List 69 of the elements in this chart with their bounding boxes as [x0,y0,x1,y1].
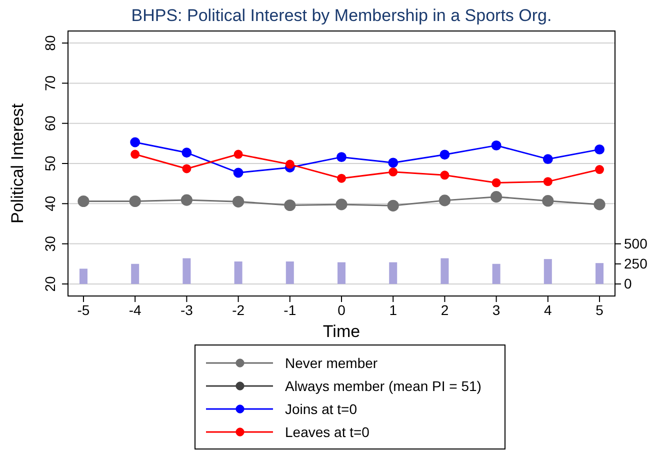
point [180,194,192,206]
x-tick-label: 4 [544,302,552,318]
point [388,158,398,168]
point [337,174,346,183]
point [440,150,450,160]
legend-label: Joins at t=0 [285,401,358,417]
legend-label: Never member [285,355,378,371]
point [234,150,243,159]
x-tick-label: -1 [284,302,296,318]
point [542,154,553,164]
y-tick-label: 40 [42,196,58,212]
point [285,160,294,169]
point [543,177,552,186]
x-tick-label: 1 [389,302,398,318]
point [284,199,296,212]
point [388,167,398,176]
bar [338,262,346,284]
point [130,137,140,148]
point [594,198,606,210]
y-tick-label: 30 [42,236,58,252]
point [490,191,502,203]
point [129,195,141,208]
point [492,178,501,188]
y-tick-label: 70 [42,75,58,91]
bar [544,259,552,284]
x-tick-label: -2 [232,302,245,318]
bar [389,262,398,284]
bar [131,264,140,284]
y2-tick-label: 0 [624,275,632,292]
y2-tick-label: 500 [624,235,648,252]
bar [79,268,88,284]
y-tick-label: 60 [42,115,58,132]
x-tick-label: 0 [338,302,346,318]
y-tick-label: 20 [42,276,58,292]
chart-title: BHPS: Political Interest by Membership in a Sports Org. [131,6,552,25]
x-axis-title: Time [322,322,360,341]
point [130,150,140,159]
bar [596,263,604,284]
point [182,148,192,158]
point [182,164,192,174]
x-tick-label: 5 [596,302,604,318]
bar [286,261,294,284]
legend-label: Leaves at t=0 [285,424,370,440]
point [387,200,399,212]
point [438,194,451,206]
x-tick-label: -5 [77,302,90,318]
point [491,140,502,150]
x-tick-label: 3 [492,302,500,318]
point [232,196,244,208]
x-tick-label: -3 [180,302,194,318]
bar [182,258,191,284]
point [595,165,604,174]
legend-label: Always member (mean PI = 51) [285,378,482,394]
point [542,195,554,207]
x-tick-label: -4 [128,302,142,318]
bar [440,258,449,284]
point [336,198,348,210]
y-axis-title: Political Interest [8,103,27,224]
point [594,144,604,154]
y-tick-label: 80 [42,35,58,51]
bar [234,261,242,284]
point [440,170,450,180]
x-tick-label: 2 [440,302,449,318]
y-tick-label: 50 [42,156,58,172]
point [336,152,346,162]
point [78,195,90,208]
bar [492,264,500,284]
y2-tick-label: 250 [624,255,648,272]
point [233,168,244,178]
